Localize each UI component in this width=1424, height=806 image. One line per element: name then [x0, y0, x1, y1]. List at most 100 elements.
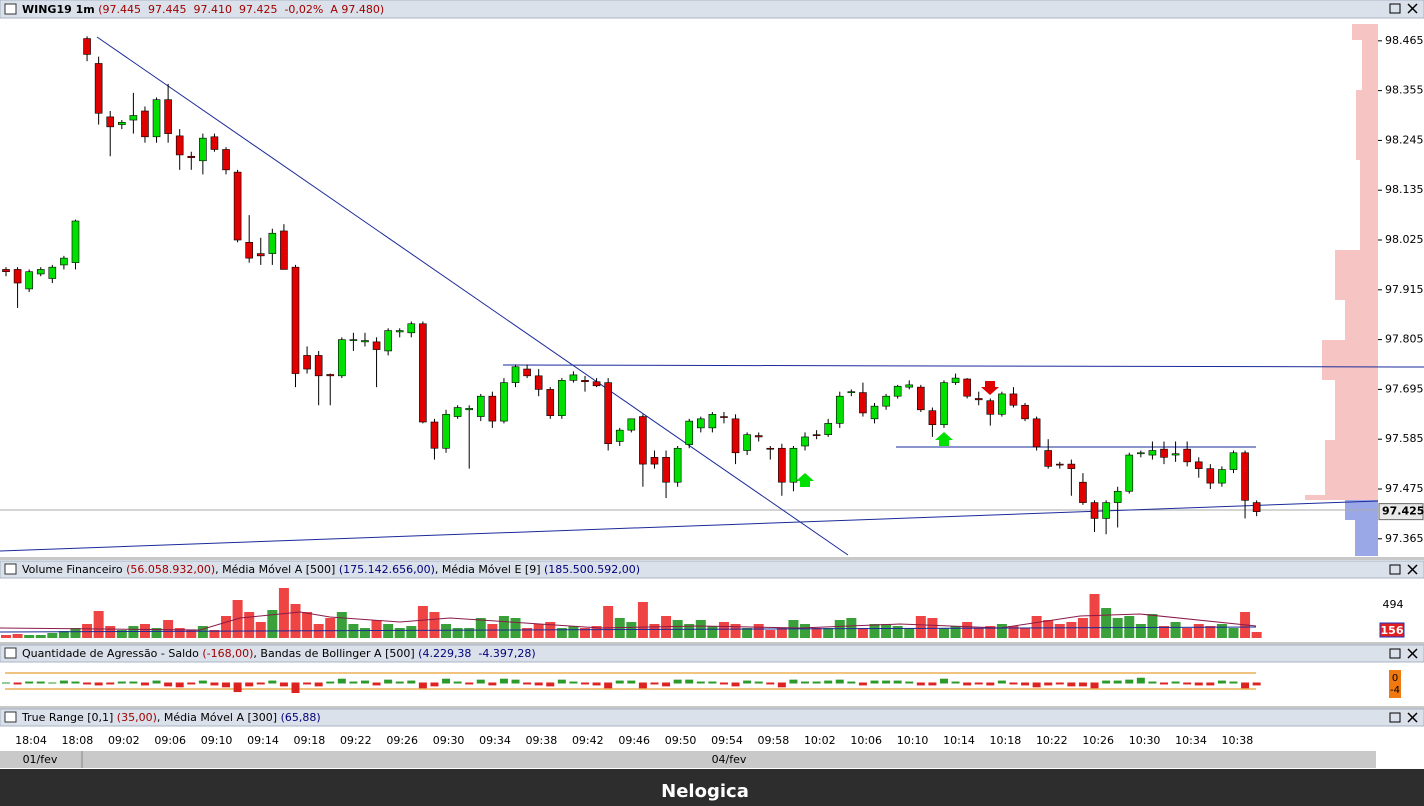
aggression-bar [1206, 682, 1215, 686]
aggression-bar [1032, 682, 1041, 688]
separator [0, 642, 1424, 645]
panel-title: WING19 1m (97.445 97.445 97.410 97.425 -… [22, 3, 384, 16]
time-label: 10:06 [850, 734, 882, 747]
candle-body [1148, 450, 1157, 456]
footer [0, 769, 1424, 806]
volume-bar [556, 628, 567, 638]
candle-body [731, 418, 740, 454]
volume-bar [950, 626, 961, 638]
candle-body [627, 418, 636, 431]
aggression-bar [534, 682, 543, 686]
aggression-bar [1055, 682, 1064, 685]
volume-bar [718, 622, 729, 638]
resistance-line [502, 364, 1424, 368]
candle-body [1009, 393, 1018, 406]
candle-body [812, 434, 821, 436]
volume-bar [637, 602, 648, 638]
volume-bar [591, 626, 602, 638]
candle-body [60, 257, 68, 266]
candle-body [25, 271, 33, 290]
aggression-bar [372, 682, 381, 686]
candle-body [917, 386, 925, 411]
separator [0, 557, 1424, 560]
candle-body [1171, 453, 1180, 456]
volume-bar [116, 630, 127, 638]
volume-bar [1159, 626, 1169, 638]
aggression-bar [360, 680, 369, 684]
volume-bar [487, 624, 498, 638]
volume-bar [823, 628, 834, 638]
volume-bar [753, 624, 764, 638]
window-buttons[interactable] [1389, 564, 1418, 575]
volume-bar [1170, 622, 1181, 638]
aggression-bar [986, 682, 995, 686]
buy-arrow [935, 432, 953, 446]
volume-bar [163, 620, 174, 638]
volume-bar [1020, 628, 1031, 638]
aggression-bar [291, 682, 300, 694]
last-value-box [1379, 622, 1405, 638]
time-label: 09:54 [711, 734, 743, 747]
volume-bar [383, 624, 394, 638]
candle-body [1079, 481, 1087, 503]
aggression-bar [1136, 677, 1145, 684]
time-label: 09:30 [433, 734, 465, 747]
aggression-bar [789, 679, 798, 684]
candle-body [673, 447, 682, 483]
y-tick-label: 98.245 [1385, 133, 1424, 146]
candle-body [187, 155, 196, 158]
y-tick-label: 97.585 [1385, 432, 1424, 445]
time-label: 09:10 [201, 734, 233, 747]
window-buttons[interactable] [1389, 712, 1418, 723]
aggression-chart [2, 677, 1261, 694]
candle-body [2, 269, 10, 273]
candle-body [338, 339, 346, 377]
candle-body [13, 269, 22, 284]
aggression-bar [233, 682, 242, 693]
last-value-box [1389, 670, 1401, 698]
candle-body [384, 330, 392, 352]
candle-body [708, 414, 717, 429]
y-tick-label: 98.355 [1385, 84, 1424, 97]
volume-bar [255, 622, 266, 638]
aggression-bar [442, 678, 451, 684]
aggression-bar [754, 681, 763, 684]
aggression-bar [974, 682, 983, 685]
time-label: 09:26 [386, 734, 418, 747]
ma-label: , Média Móvel A [500] [215, 563, 339, 576]
last-value: 156 [1381, 624, 1404, 637]
candle-body [465, 408, 474, 411]
aggression-bar [627, 680, 636, 684]
window-buttons[interactable] [1389, 648, 1418, 659]
volume-bar [1251, 632, 1262, 638]
candle-body [1229, 452, 1238, 470]
candle-body [48, 266, 57, 279]
aggression-bar [708, 681, 717, 684]
volume-bar [915, 616, 926, 638]
candle-body [824, 423, 832, 435]
volume-bar [1043, 620, 1054, 638]
aggression-bar [801, 681, 810, 684]
panel-header [0, 560, 1424, 579]
price-chart: 98.465 98.355 98.245 98.135 98.025 97.915 97.8… [2, 34, 1424, 545]
candle-body [1194, 461, 1203, 469]
candle-body [118, 122, 126, 125]
candle-body [859, 392, 867, 414]
aggression-bar [557, 679, 566, 684]
candle-body [106, 116, 115, 128]
candle-body [604, 382, 612, 445]
window-buttons[interactable] [1389, 3, 1418, 14]
volume-bar [1124, 616, 1135, 638]
panel-title: Quantidade de Agressão - Saldo (-168,00)… [22, 647, 536, 660]
ma-value: (65,88) [281, 711, 321, 724]
volume-bar [1216, 624, 1227, 638]
aggression-bar [1183, 682, 1192, 685]
candle-body [882, 395, 890, 407]
y-tick-label: 98.025 [1385, 233, 1424, 246]
aggression-bar [1102, 680, 1111, 684]
aggression-bar [2, 682, 10, 684]
aggression-bar [407, 680, 416, 684]
bb-label: , Bandas de Bollinger A [500] [253, 647, 418, 660]
aggression-bar [731, 682, 740, 687]
